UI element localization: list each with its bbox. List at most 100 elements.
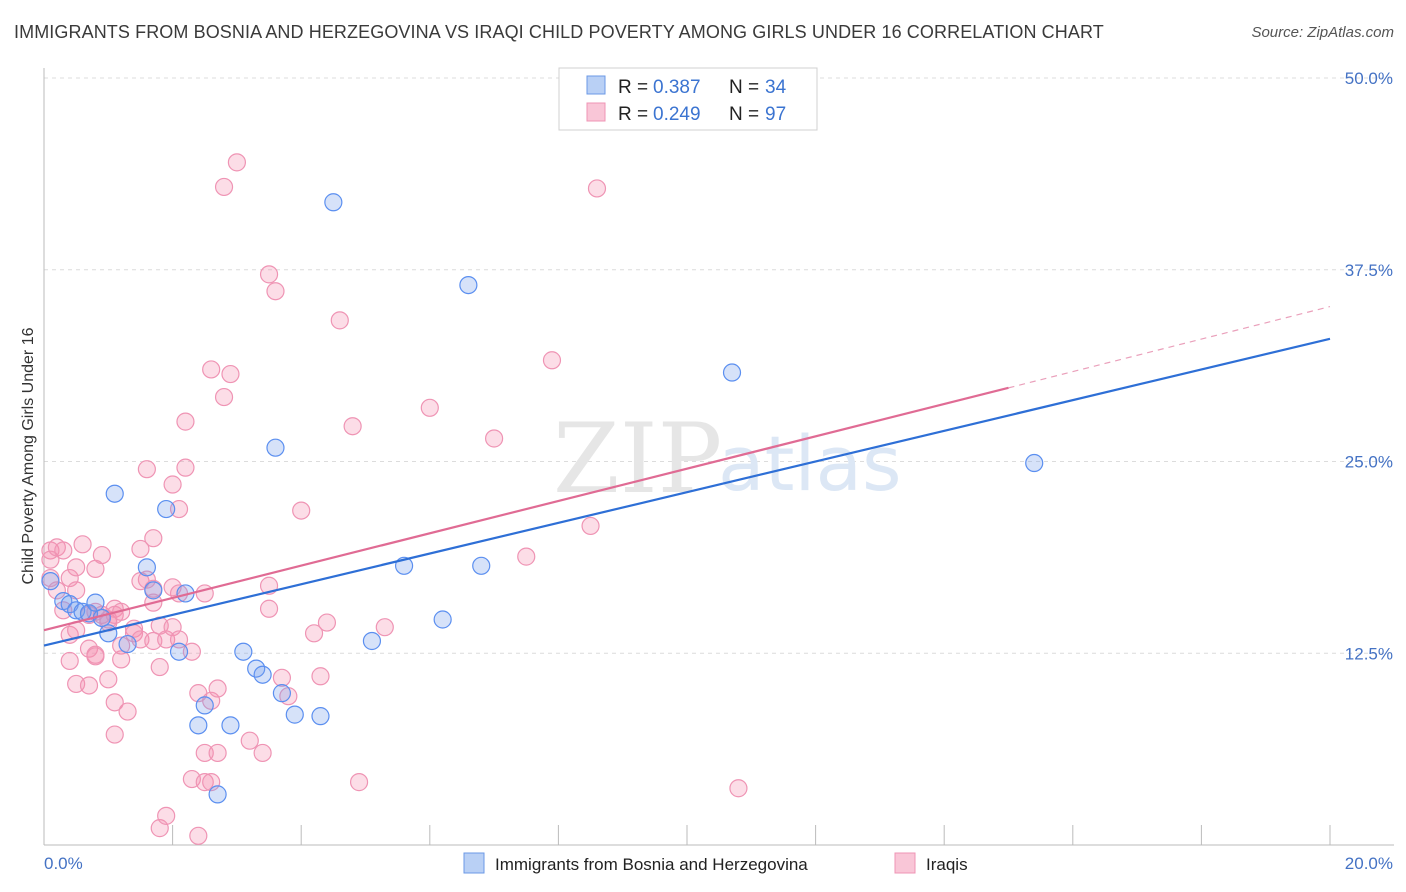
iraqis-point <box>240 731 259 750</box>
watermark: ZIP atlas <box>553 403 902 515</box>
bosnia-point <box>86 593 105 612</box>
iraqis-point <box>375 618 394 637</box>
bosnia-point <box>144 581 163 600</box>
iraqis-point <box>60 651 79 671</box>
bosnia-point <box>195 696 214 715</box>
iraqis-point <box>292 501 311 520</box>
iraqis-point <box>343 417 362 436</box>
series-iraqis-points <box>41 153 748 845</box>
iraqis-point <box>112 636 131 655</box>
iraqis-point <box>105 693 124 712</box>
iraqis-point <box>517 547 536 566</box>
bosnia-point <box>137 558 156 577</box>
iraqis-point <box>266 282 285 301</box>
iraqis-trend-line <box>43 386 1009 632</box>
y-tick-label: 25.0% <box>1345 453 1393 472</box>
iraqis-point <box>330 311 349 330</box>
iraqis-point <box>176 412 195 431</box>
iraqis-point <box>349 773 369 792</box>
y-axis-label: Child Poverty Among Girls Under 16 <box>20 327 37 584</box>
iraqis-point <box>118 702 137 721</box>
iraqis-point <box>253 743 272 763</box>
iraqis-point <box>214 177 234 197</box>
iraqis-point <box>67 558 86 577</box>
bosnia-point <box>324 193 343 212</box>
y-tick-label: 12.5% <box>1345 644 1393 663</box>
iraqis-point <box>729 779 748 798</box>
bottom-legend-label-bosnia: Immigrants from Bosnia and Herzegovina <box>495 855 808 874</box>
bosnia-point <box>157 499 176 519</box>
iraqis-point <box>182 642 201 661</box>
bosnia-point <box>1025 453 1044 473</box>
iraqis-point <box>92 545 111 565</box>
bosnia-point <box>253 665 272 684</box>
source-label: Source: ZipAtlas.com <box>1251 24 1394 41</box>
watermark-zip: ZIP <box>553 403 722 515</box>
iraqis-point <box>163 475 182 494</box>
trend-lines <box>43 305 1331 647</box>
legend-r-label-bosnia: R = <box>618 77 648 98</box>
bosnia-point <box>234 642 253 661</box>
iraqis-point <box>189 826 208 845</box>
iraqis-point <box>485 429 504 448</box>
legend-n-label-iraqis: N = <box>729 104 759 125</box>
bosnia-point <box>285 705 304 724</box>
x-tick-label: 0.0% <box>44 854 83 873</box>
iraqis-point <box>202 360 221 379</box>
iraqis-point <box>86 647 105 666</box>
iraqis-point <box>195 773 214 792</box>
bosnia-point <box>433 610 452 629</box>
bosnia-point <box>221 716 240 735</box>
iraqis-point <box>259 599 279 618</box>
iraqis-point <box>587 179 607 198</box>
iraqis-point <box>79 676 99 695</box>
iraqis-point <box>420 398 439 417</box>
iraqis-point <box>221 364 240 384</box>
bosnia-point <box>722 363 742 382</box>
iraqis-point <box>144 529 163 548</box>
bottom-legend-swatch-iraqis <box>894 852 916 874</box>
iraqis-point <box>112 650 131 669</box>
iraqis-point <box>311 667 330 686</box>
iraqis-point <box>317 613 337 632</box>
legend-r-value-iraqis: 0.249 <box>653 104 701 125</box>
legend-swatch-iraqis <box>586 102 606 122</box>
x-tick-label: 20.0% <box>1345 854 1393 873</box>
iraqis-point <box>137 460 156 479</box>
iraqis-point <box>581 516 600 536</box>
iraqis-point <box>214 387 234 407</box>
iraqis-point <box>259 265 279 284</box>
y-tick-label: 50.0% <box>1345 69 1393 88</box>
legend-r-label-iraqis: R = <box>618 104 648 125</box>
iraqis-trend-extension <box>1008 305 1331 389</box>
bosnia-point <box>459 275 478 295</box>
iraqis-point <box>195 743 214 763</box>
iraqis-point <box>73 535 92 554</box>
bosnia-point <box>41 572 60 591</box>
legend-n-value-iraqis: 97 <box>765 104 786 125</box>
iraqis-point <box>304 624 324 643</box>
iraqis-point <box>176 458 195 477</box>
iraqis-point <box>54 541 73 560</box>
grid-lines <box>44 77 1394 654</box>
iraqis-point <box>542 351 562 370</box>
iraqis-point <box>272 668 292 687</box>
bosnia-point <box>99 624 118 643</box>
bosnia-point <box>362 631 382 651</box>
iraqis-point <box>157 806 176 825</box>
iraqis-point <box>227 153 246 172</box>
legend-r-value-bosnia: 0.387 <box>653 77 701 98</box>
iraqis-point <box>169 499 189 519</box>
iraqis-point <box>208 679 227 698</box>
iraqis-point <box>131 539 150 559</box>
legend-n-label-bosnia: N = <box>729 77 759 98</box>
bosnia-point <box>189 716 208 735</box>
y-tick-label: 37.5% <box>1345 261 1393 280</box>
bosnia-point <box>169 642 189 661</box>
bosnia-point <box>472 556 491 575</box>
bosnia-point <box>266 438 285 457</box>
legend-swatch-bosnia <box>586 75 606 95</box>
bosnia-point <box>208 785 227 804</box>
bosnia-point <box>118 634 137 654</box>
